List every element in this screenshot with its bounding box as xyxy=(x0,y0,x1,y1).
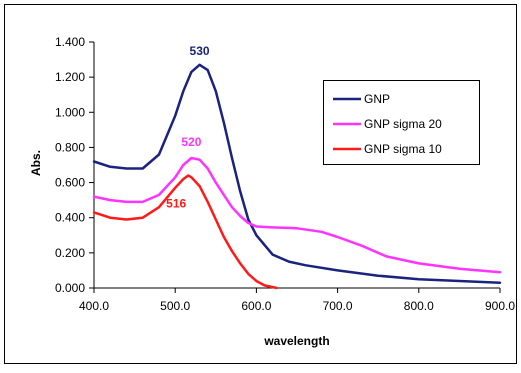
series-line-2 xyxy=(92,156,502,274)
y-tick-label: 0.000 xyxy=(55,281,85,295)
y-tick-label: 0.800 xyxy=(55,140,85,154)
y-tick-label: 1.200 xyxy=(55,70,85,84)
x-tick-label: 400.0 xyxy=(79,299,109,313)
legend: GNP GNP sigma 20 GNP sigma 10 xyxy=(323,80,480,165)
x-axis-label: wavelength xyxy=(263,334,329,348)
legend-label: GNP sigma 10 xyxy=(364,142,442,156)
y-tick-label: 0.200 xyxy=(55,246,85,260)
y-axis-label: Abs. xyxy=(29,150,43,176)
series-line-1 xyxy=(92,63,502,284)
legend-box xyxy=(323,80,480,165)
y-tick-label: 0.600 xyxy=(55,176,85,190)
series-line-3 xyxy=(92,174,278,290)
x-tick-label: 800.0 xyxy=(404,299,434,313)
peak-annotation-530: 530 xyxy=(190,44,210,58)
series-layer xyxy=(92,63,502,290)
y-tick-label: 0.400 xyxy=(55,211,85,225)
axes: 0.000 0.200 0.400 0.600 0.800 1.000 1.200 1.400… xyxy=(55,35,515,313)
y-tick-label: 1.400 xyxy=(55,35,85,49)
chart-frame xyxy=(4,4,517,364)
annotation-layer: 530 520 516 xyxy=(166,44,210,211)
x-tick-label: 900.0 xyxy=(485,299,515,313)
peak-annotation-516: 516 xyxy=(166,197,186,211)
y-tick-label: 1.000 xyxy=(55,105,85,119)
legend-label: GNP xyxy=(364,92,390,106)
x-tick-label: 600.0 xyxy=(241,299,271,313)
x-tick-label: 500.0 xyxy=(160,299,190,313)
legend-label: GNP sigma 20 xyxy=(364,117,442,131)
x-tick-label: 700.0 xyxy=(323,299,353,313)
peak-annotation-520: 520 xyxy=(181,135,201,149)
